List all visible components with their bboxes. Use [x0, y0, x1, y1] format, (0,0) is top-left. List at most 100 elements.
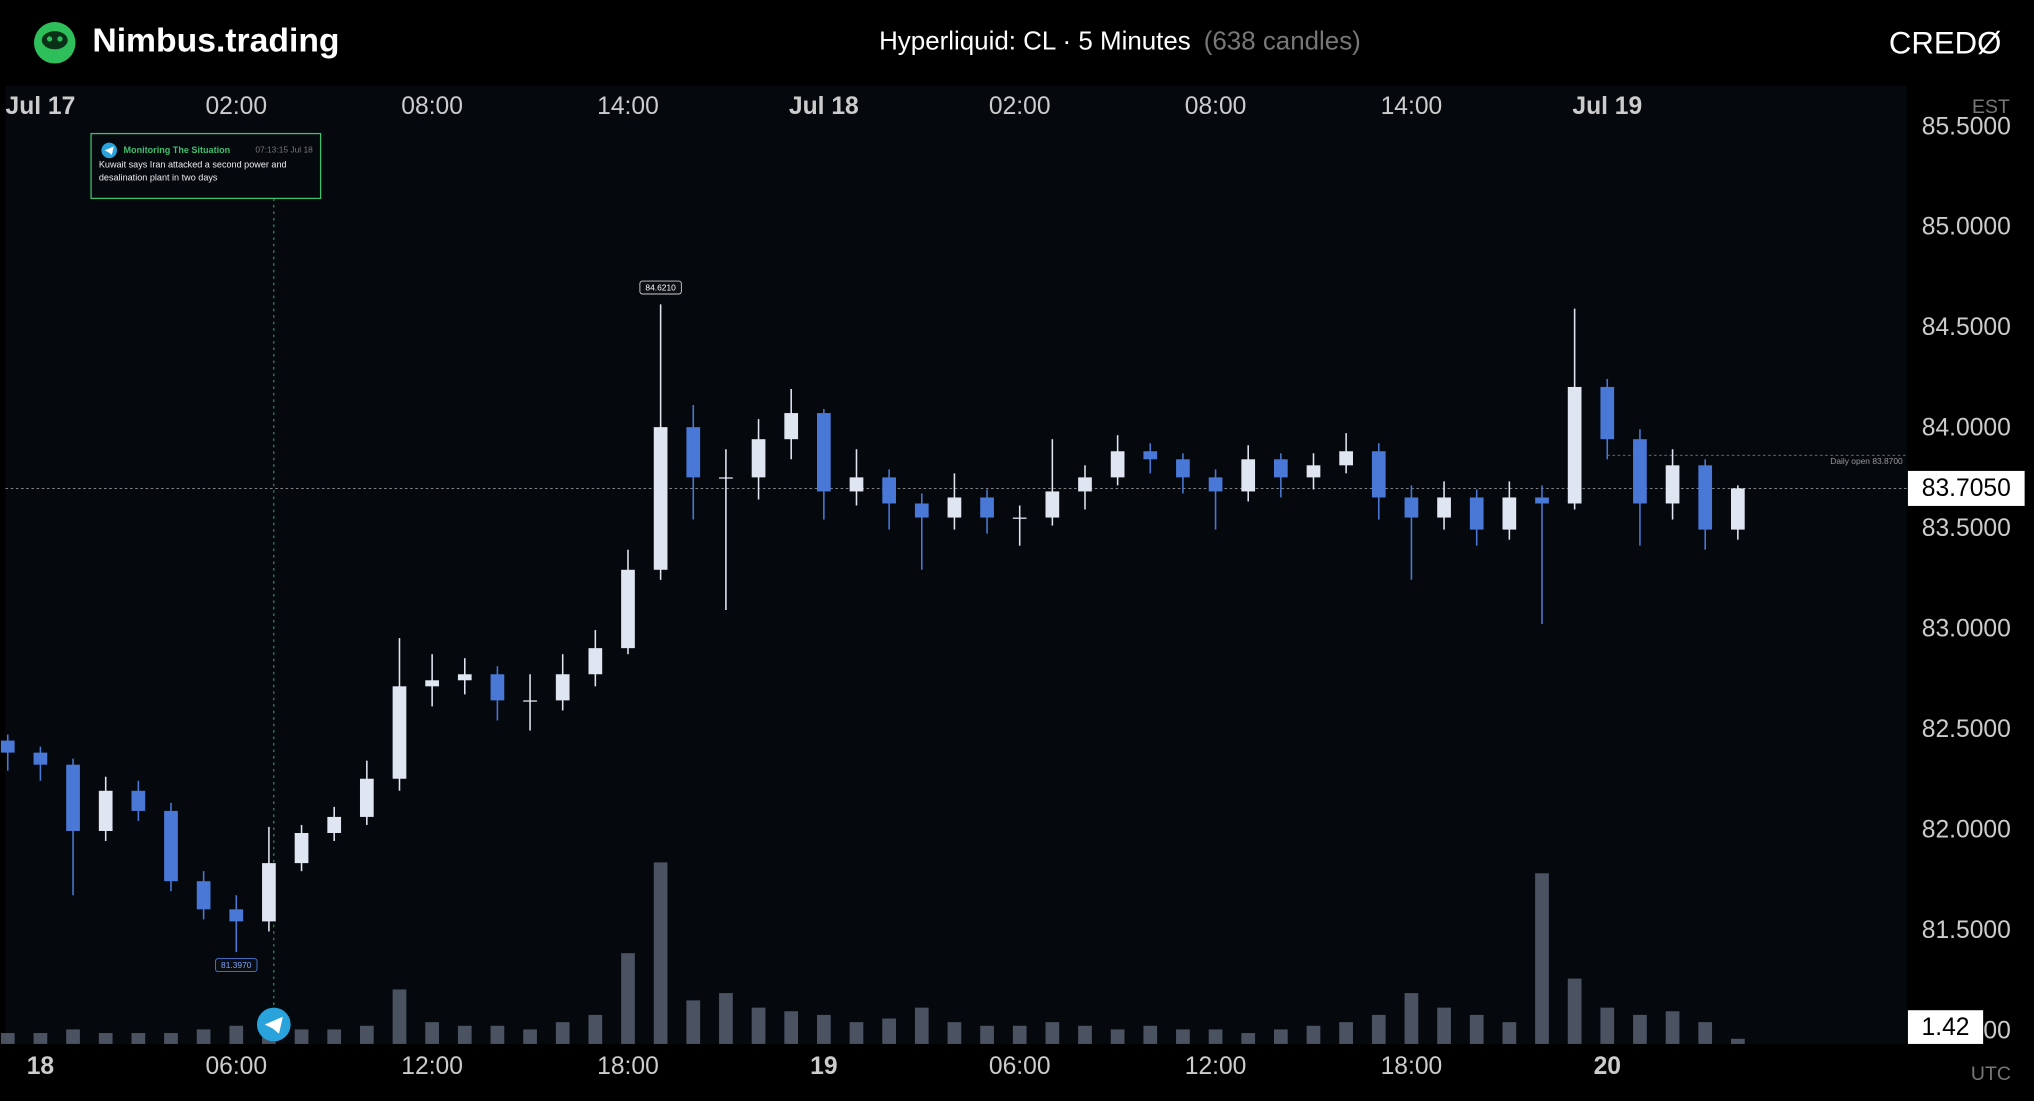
- volume-bar: [751, 1007, 766, 1044]
- volume-bar: [816, 1014, 831, 1044]
- candle-body: [653, 427, 668, 570]
- candle-body: [229, 909, 244, 922]
- candle-body: [1339, 451, 1353, 466]
- candle-body: [1143, 451, 1158, 460]
- y-tick-label: 85.0000: [1922, 214, 2011, 241]
- volume-bar: [1339, 1022, 1353, 1044]
- x-tick-label: 12:00: [1185, 1053, 1247, 1080]
- volume-bar: [621, 953, 635, 1044]
- volume-bar: [1535, 873, 1549, 1044]
- volume-bar: [359, 1025, 374, 1044]
- last-price-label: 83.7050: [1922, 475, 2011, 502]
- volume-bar: [1633, 1014, 1647, 1044]
- price-marker-label: 81.3970: [221, 960, 252, 970]
- candle-body: [719, 477, 733, 479]
- event-text: Kuwait says Iran attacked a second power…: [98, 160, 287, 183]
- x-tick-label-top: 14:00: [597, 93, 659, 120]
- candle-body: [1078, 477, 1092, 492]
- y-tick-label: 81.5000: [1922, 917, 2011, 944]
- y-tick-label: 82.5000: [1922, 716, 2011, 743]
- candle-body: [131, 790, 146, 811]
- y-tick-label: 83.0000: [1922, 616, 2011, 643]
- volume-bar: [1143, 1025, 1158, 1044]
- x-tick-label-top: Jul 17: [6, 93, 76, 120]
- x-tick-label-top: Jul 19: [1572, 93, 1642, 120]
- candle-body: [784, 413, 799, 440]
- candle-body: [1371, 451, 1386, 498]
- candle-body: [1404, 497, 1419, 518]
- event-time: 07:13:15 Jul 18: [255, 145, 313, 155]
- candle-body: [66, 764, 80, 831]
- volume-bar: [392, 989, 407, 1044]
- candle-body: [1110, 451, 1125, 478]
- candle-body: [1012, 517, 1027, 519]
- volume-bar: [947, 1022, 962, 1044]
- volume-bar: [1371, 1014, 1386, 1044]
- candle-body: [98, 790, 113, 831]
- volume-bar: [425, 1022, 439, 1044]
- candle-body: [490, 674, 505, 701]
- event-pin-plane: [264, 1016, 283, 1034]
- volume-bar: [1241, 1033, 1256, 1044]
- volume-bar: [1730, 1038, 1745, 1044]
- candle-body: [1535, 497, 1549, 504]
- candle-body: [947, 497, 962, 518]
- volume-bar: [327, 1029, 342, 1044]
- volume-bar: [1176, 1029, 1190, 1044]
- x-tick-label: 18:00: [597, 1053, 659, 1080]
- volume-bar: [555, 1022, 570, 1044]
- y-tick-label: 84.5000: [1922, 314, 2011, 341]
- candle-body: [1306, 465, 1321, 478]
- candle-body: [359, 778, 374, 817]
- volume-bar: [164, 1033, 178, 1044]
- candle-body: [0, 740, 15, 753]
- candle-body: [1273, 459, 1288, 478]
- x-tick-label: 12:00: [401, 1053, 463, 1080]
- price-marker-box: [639, 280, 682, 295]
- volume-bar: [66, 1029, 80, 1044]
- top-axis-label: EST: [1972, 96, 2010, 118]
- volume-bar: [914, 1007, 929, 1044]
- daily-open-label: Daily open 83.8700: [1830, 456, 1903, 466]
- x-tick-label-top: 02:00: [989, 93, 1051, 120]
- event-text-wrap: Kuwait says Iran attacked a second power…: [98, 160, 287, 183]
- volume-bar: [1012, 1025, 1027, 1044]
- x-tick-label: 06:00: [205, 1053, 267, 1080]
- brand[interactable]: Nimbus.trading: [92, 22, 339, 60]
- candle-body: [1665, 465, 1680, 504]
- volume-bar: [588, 1014, 603, 1044]
- x-tick-label-top: 02:00: [205, 93, 267, 120]
- candle-body: [816, 413, 831, 492]
- volume-bar: [1502, 1022, 1517, 1044]
- x-tick-label-top: 08:00: [401, 93, 463, 120]
- x-tick-label: 06:00: [989, 1053, 1051, 1080]
- y-tick-label: 82.0000: [1922, 816, 2011, 843]
- event-source: Monitoring The Situation: [123, 145, 230, 155]
- candle-count: (638 candles): [1204, 28, 1361, 56]
- candle-body: [196, 881, 211, 910]
- event-card[interactable]: Monitoring The Situation 07:13:15 Jul 18 K…: [90, 132, 322, 200]
- event-pin[interactable]: [256, 1007, 291, 1042]
- y-tick-label: 83.5000: [1922, 515, 2011, 542]
- candle-body: [262, 863, 276, 922]
- x-tick-label-top: 14:00: [1381, 93, 1443, 120]
- volume-bar: [849, 1022, 864, 1044]
- partner-logo[interactable]: CREDØ: [1889, 26, 2001, 61]
- candle-body: [1176, 459, 1190, 478]
- price-marker-label: 84.6210: [645, 282, 676, 292]
- candle-body: [327, 816, 342, 833]
- volume-bar: [1665, 1011, 1680, 1044]
- x-tick-label-top: 08:00: [1185, 93, 1247, 120]
- x-tick-label: 18: [27, 1053, 54, 1080]
- candle-body: [555, 674, 570, 701]
- last-price-box: [1907, 470, 2025, 506]
- x-tick-label: 18:00: [1381, 1053, 1443, 1080]
- candle-body: [1502, 497, 1517, 530]
- logo: [34, 22, 76, 64]
- volume-bar: [33, 1033, 48, 1044]
- x-tick-label: 20: [1594, 1053, 1621, 1080]
- volume-bar: [98, 1033, 113, 1044]
- volume-bar: [686, 1000, 701, 1044]
- volume-bar: [0, 1033, 15, 1044]
